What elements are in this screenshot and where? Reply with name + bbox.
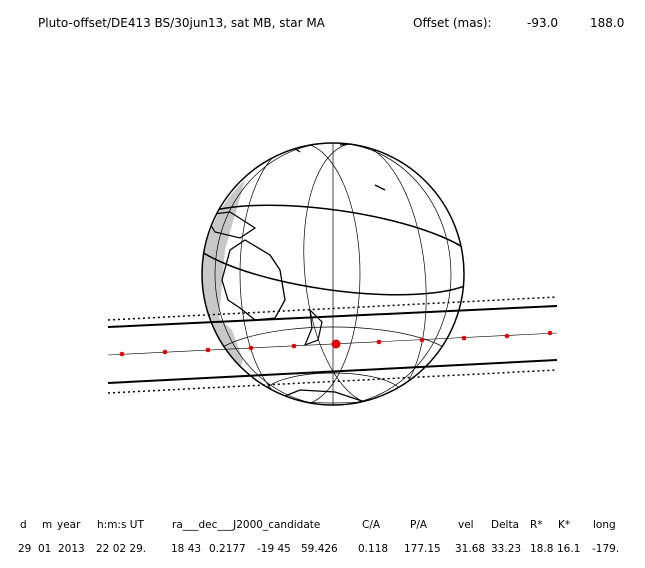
cell: 29 (18, 543, 31, 555)
cell: 22 02 29. (96, 543, 146, 555)
cell: 33.23 (491, 543, 521, 555)
column-header: year (57, 519, 81, 531)
offset-x: -93.0 (527, 16, 558, 30)
column-header: R* (530, 519, 543, 531)
column-header: h:m:s UT (97, 519, 144, 531)
title: Pluto-offset/DE413 BS/30jun13, sat MB, s… (38, 16, 326, 30)
column-header: ra___dec___J2000_candidate (172, 519, 320, 531)
column-header: long (593, 519, 616, 531)
column-header: d (20, 519, 27, 531)
column-header: Delta (491, 519, 519, 531)
cell: 18 43 (171, 543, 201, 555)
cell: 16.1 (557, 543, 580, 555)
cell: 177.15 (404, 543, 441, 555)
column-header: C/A (362, 519, 381, 531)
info-table: d m year h:m:s UT ra___dec___J2000_candidate… (18, 519, 619, 555)
cell: 0.2177 (209, 543, 246, 555)
column-header: m (42, 519, 52, 531)
cell: -179. (592, 543, 619, 555)
column-header: P/A (410, 519, 428, 531)
shadow-path (107, 296, 558, 394)
offset-label: Offset (mas): (413, 16, 492, 30)
cell: 18.8 (530, 543, 553, 555)
cell: 31.68 (455, 543, 485, 555)
column-header: vel (458, 519, 474, 531)
cell: 01 (38, 543, 51, 555)
cell: 0.118 (358, 543, 388, 555)
offset-y: 188.0 (590, 16, 624, 30)
cell: 2013 (58, 543, 85, 555)
column-header: K* (558, 519, 570, 531)
cell: 59.426 (301, 543, 338, 555)
cell: -19 45 (257, 543, 291, 555)
